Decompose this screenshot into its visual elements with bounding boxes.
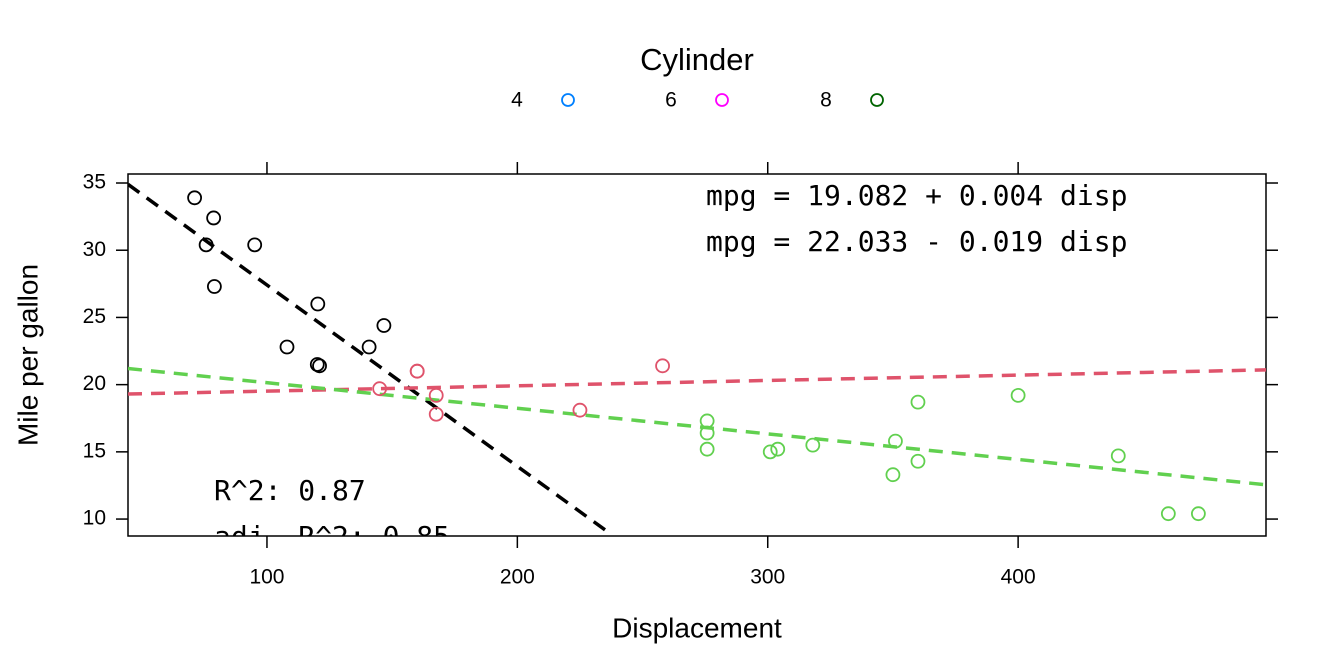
fit-line <box>128 366 1266 487</box>
point <box>409 363 425 379</box>
point <box>1110 448 1126 464</box>
point <box>312 358 327 374</box>
x-tick-label: 100 <box>249 566 284 589</box>
y-tick-label: 30 <box>83 238 106 261</box>
point <box>888 433 903 449</box>
point <box>198 237 214 253</box>
annotation: mpg = 19.082 + 0.004 disp <box>706 179 1127 212</box>
plot-frame <box>127 173 1267 537</box>
y-tick-label: 15 <box>83 439 106 462</box>
point <box>428 406 444 422</box>
point <box>247 237 263 253</box>
point <box>361 339 377 355</box>
point <box>372 381 388 397</box>
point <box>206 279 222 294</box>
legend-label: 4 <box>511 89 523 112</box>
point <box>1010 387 1026 403</box>
point <box>279 339 295 355</box>
legend-key <box>715 93 729 107</box>
y-tick-label: 10 <box>83 507 106 530</box>
point <box>572 402 588 418</box>
fit-line <box>128 182 607 532</box>
point <box>1160 506 1176 522</box>
legend-label: 8 <box>820 89 832 112</box>
point <box>428 387 444 403</box>
point <box>206 210 222 226</box>
x-axis-title: Displacement <box>612 612 782 643</box>
point <box>885 467 901 483</box>
x-tick-label: 400 <box>1001 566 1036 589</box>
y-axis-title: Mile per gallon <box>12 264 43 446</box>
point <box>910 453 926 469</box>
point <box>376 318 392 333</box>
plot-area: mpg = 19.082 + 0.004 disp mpg = 22.033 - … <box>128 179 1266 553</box>
annotation: mpg = 22.033 - 0.019 disp <box>706 225 1127 258</box>
point <box>770 441 786 457</box>
point <box>762 444 778 460</box>
point <box>805 437 821 453</box>
annotation: adj. R^2: 0.85 <box>214 520 450 553</box>
y-tick-label: 20 <box>83 372 106 395</box>
point <box>655 358 670 374</box>
annotation: R^2: 0.87 <box>214 474 366 507</box>
legend-key <box>870 93 884 107</box>
point <box>1190 506 1206 522</box>
legend-key <box>561 93 575 107</box>
point <box>699 413 715 429</box>
point <box>187 190 203 206</box>
point <box>699 441 715 457</box>
point <box>699 425 715 441</box>
point <box>910 394 926 410</box>
fit-line <box>128 368 1266 396</box>
x-tick-label: 200 <box>500 566 535 589</box>
y-tick-label: 25 <box>83 305 106 328</box>
x-tick-label: 300 <box>750 566 785 589</box>
legend-label: 6 <box>665 89 677 112</box>
point <box>310 296 326 312</box>
y-tick-label: 35 <box>83 171 106 194</box>
legend-title: Cylinder <box>640 42 754 77</box>
